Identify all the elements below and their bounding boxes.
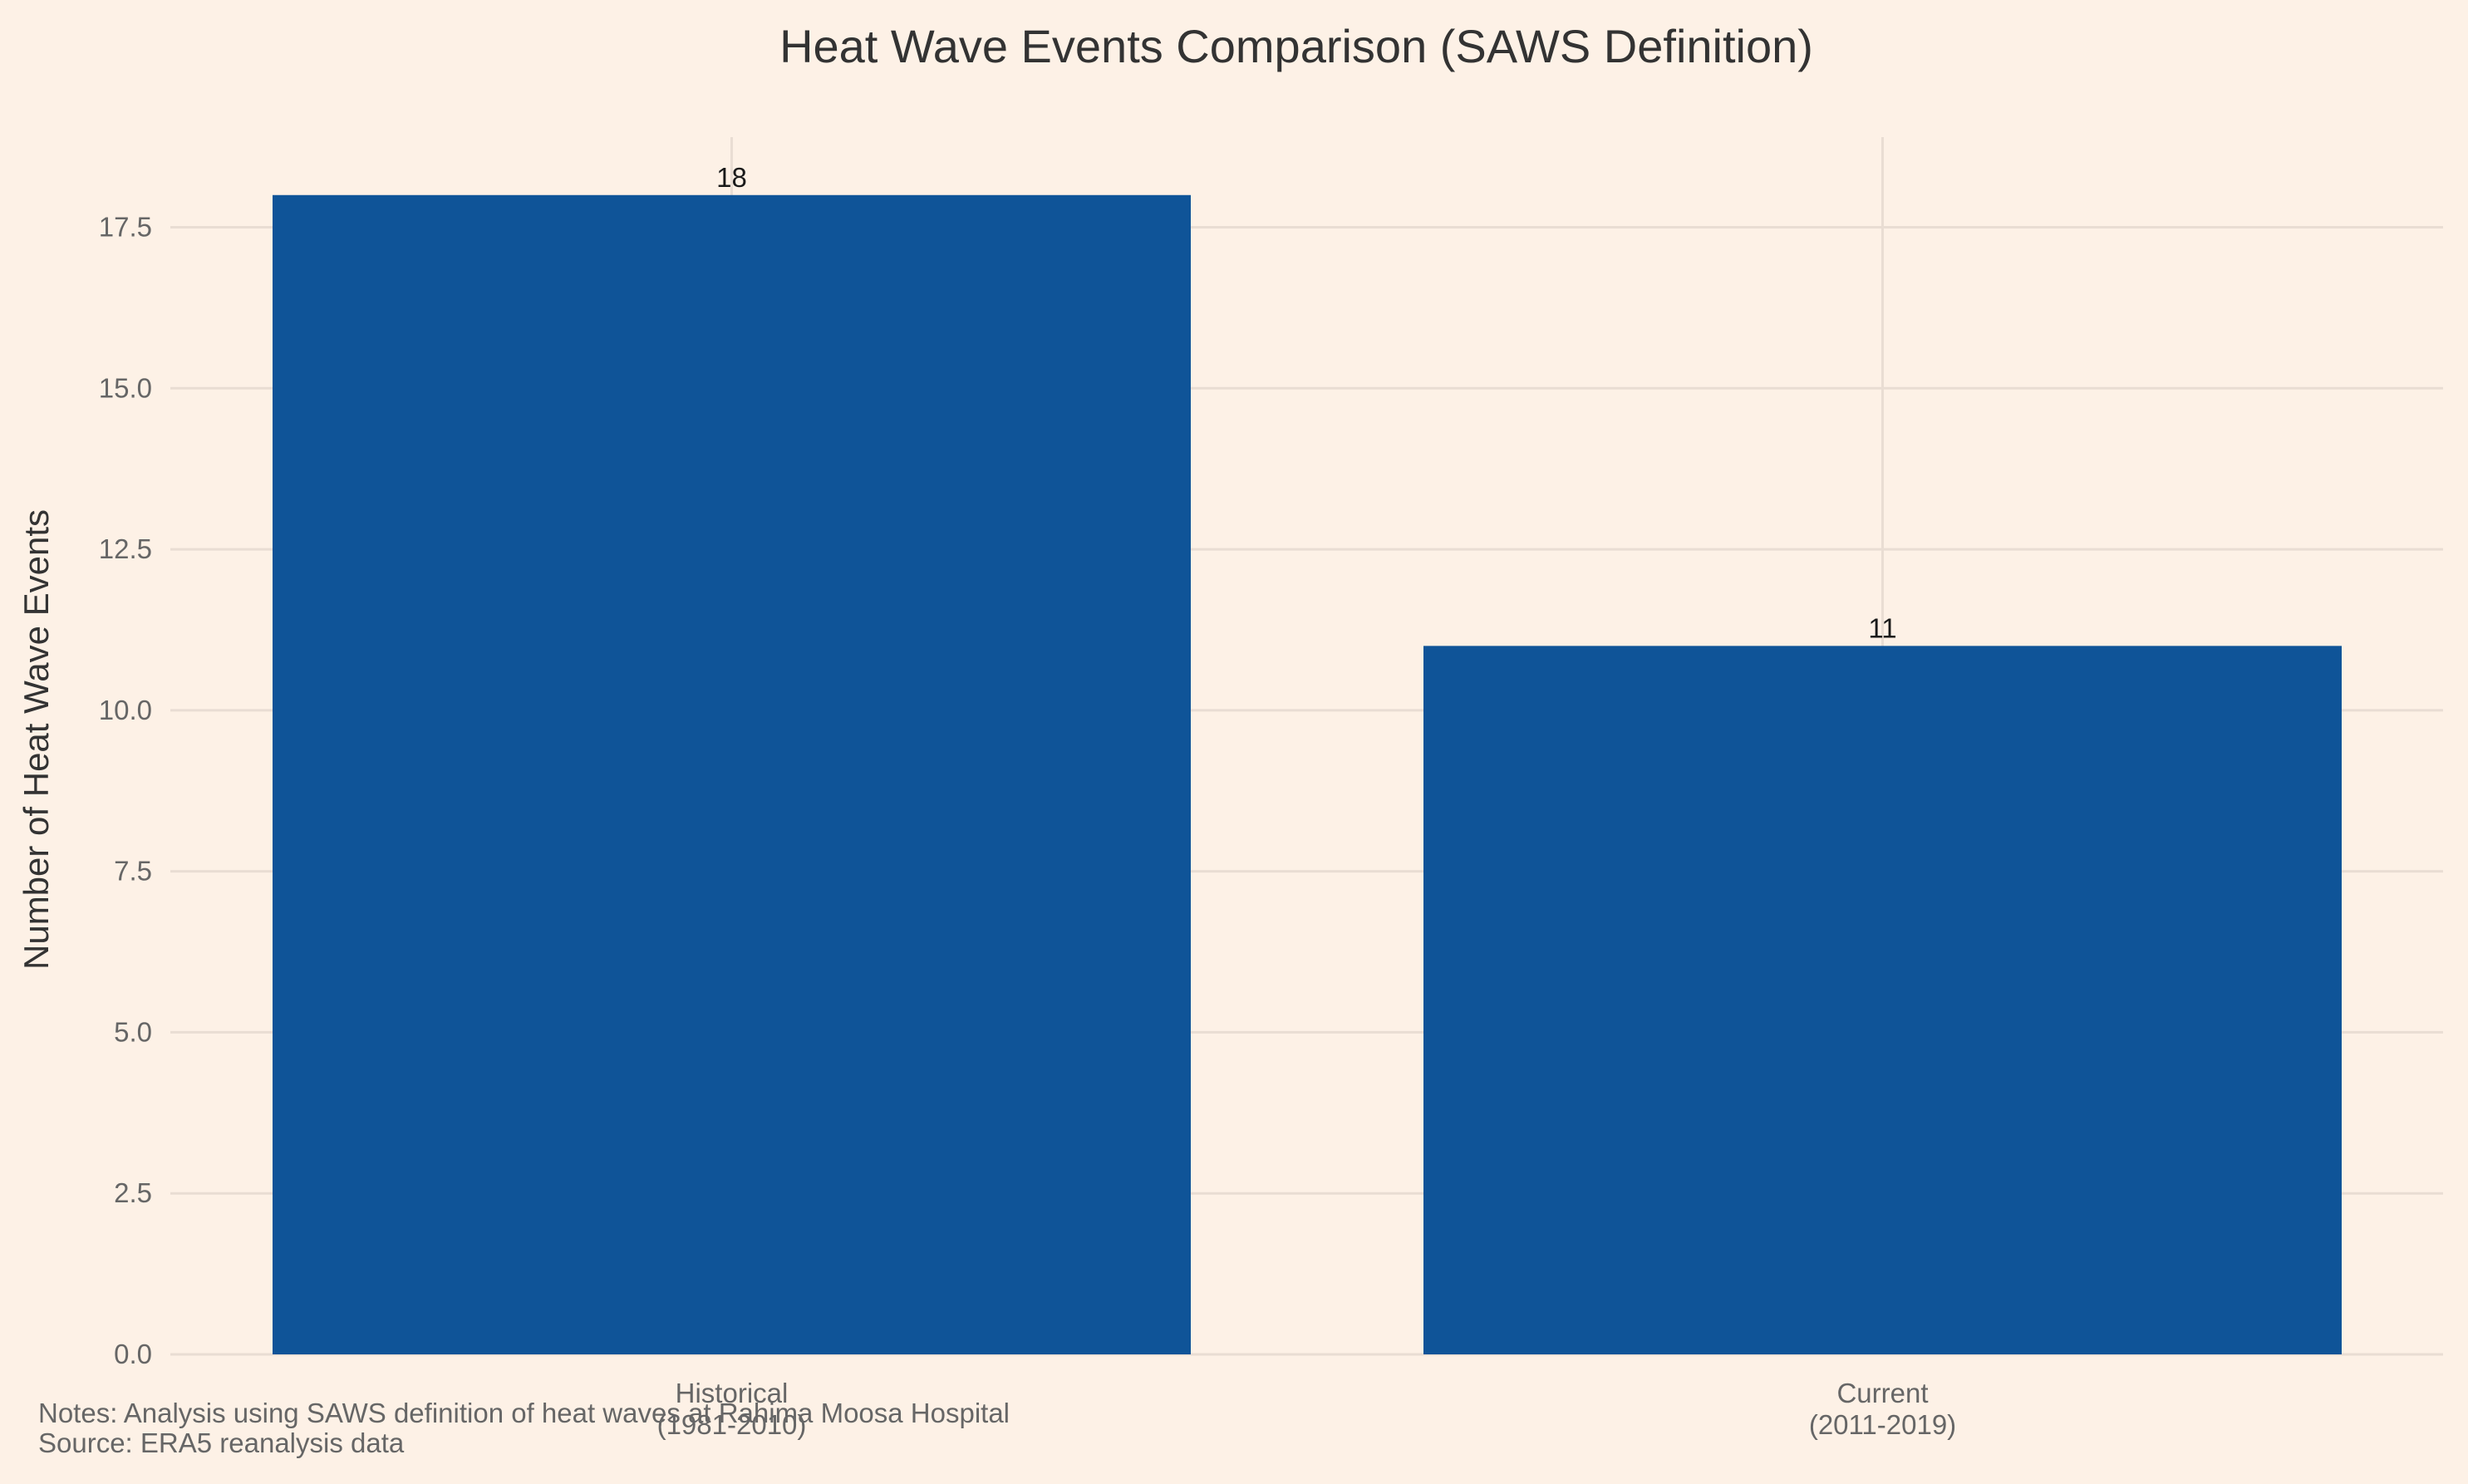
y-tick-label: 17.5 bbox=[99, 212, 152, 243]
bar bbox=[273, 194, 1191, 1354]
y-tick-label: 15.0 bbox=[99, 372, 152, 403]
chart-title: Heat Wave Events Comparison (SAWS Defini… bbox=[779, 20, 1813, 72]
y-axis-label: Number of Heat Wave Events bbox=[17, 509, 56, 970]
y-tick-label: 10.0 bbox=[99, 695, 152, 725]
bar-value-label: 18 bbox=[716, 162, 747, 193]
labels-layer: 0.0 2.5 5.0 7.5 10.0 12.5 15.0 17.5 18 Historical… bbox=[99, 162, 1956, 1440]
x-tick-label: (2011-2019) bbox=[1809, 1409, 1956, 1440]
bar-value-label: 11 bbox=[1868, 612, 1896, 643]
notes-text: Notes: Analysis using SAWS definition of… bbox=[38, 1398, 1010, 1428]
source-text: Source: ERA5 reanalysis data bbox=[38, 1427, 405, 1458]
y-tick-label: 7.5 bbox=[114, 856, 152, 887]
y-tick-label: 12.5 bbox=[99, 533, 152, 564]
x-tick-label: (1981-2010) bbox=[657, 1409, 807, 1440]
y-tick-label: 0.0 bbox=[114, 1339, 152, 1369]
x-tick-label: Historical bbox=[676, 1378, 789, 1408]
y-tick-label: 5.0 bbox=[114, 1016, 152, 1047]
bars-layer bbox=[273, 194, 2342, 1354]
bar bbox=[1423, 646, 2342, 1354]
x-tick-label: Current bbox=[1836, 1378, 1928, 1408]
y-tick-label: 2.5 bbox=[114, 1177, 152, 1208]
